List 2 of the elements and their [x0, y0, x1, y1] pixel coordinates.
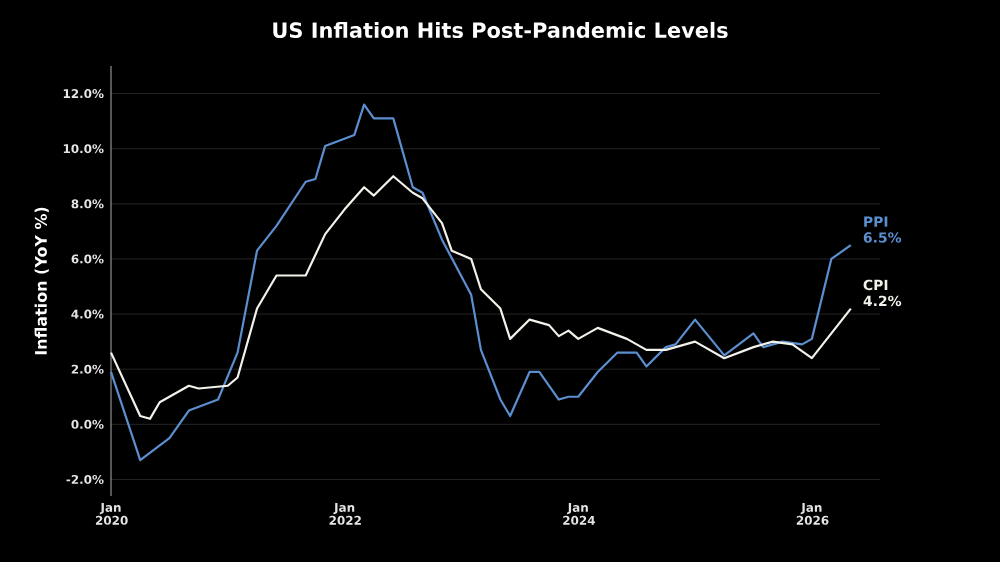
chart-title: US Inflation Hits Post-Pandemic Levels: [273, 21, 728, 39]
line-series: [109, 103, 852, 462]
